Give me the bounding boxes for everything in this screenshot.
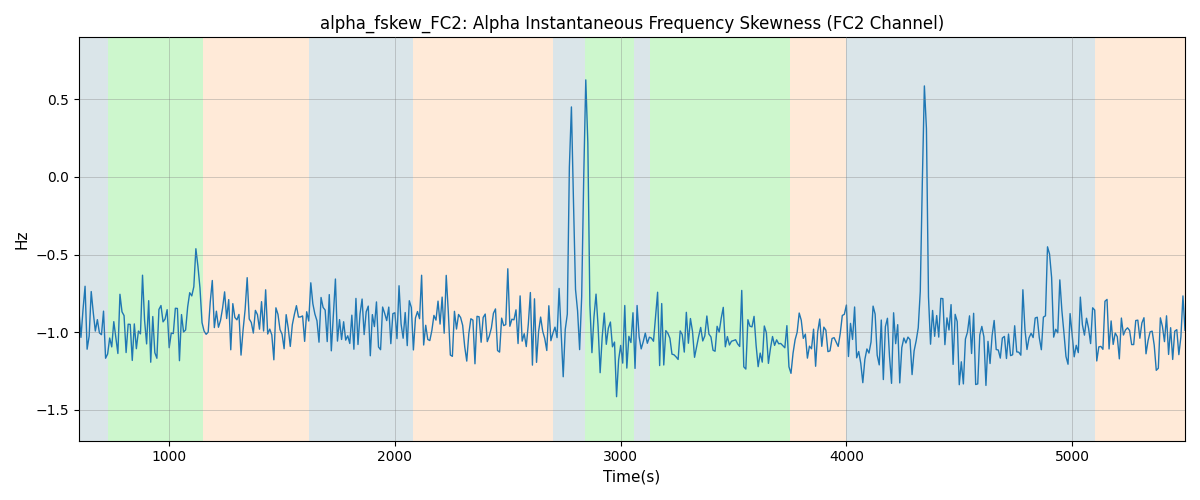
Bar (955, 38, 1000, 440)
Bar (790, 38, 846, 440)
Bar (846, 38, 955, 440)
Title: alpha_fskew_FC2: Alpha Instantaneous Frequency Skewness (FC2 Channel): alpha_fskew_FC2: Alpha Instantaneous Fre… (320, 15, 944, 34)
Bar (553, 38, 584, 440)
Bar (310, 38, 413, 440)
Bar (79, 38, 108, 440)
Bar (1000, 38, 1094, 440)
Y-axis label: Hz: Hz (14, 230, 30, 249)
Bar (1094, 38, 1186, 440)
Bar (650, 38, 790, 440)
X-axis label: Time(s): Time(s) (604, 470, 660, 485)
Bar (203, 38, 310, 440)
Bar (584, 38, 635, 440)
Bar (413, 38, 553, 440)
Bar (108, 38, 203, 440)
Bar (635, 38, 650, 440)
